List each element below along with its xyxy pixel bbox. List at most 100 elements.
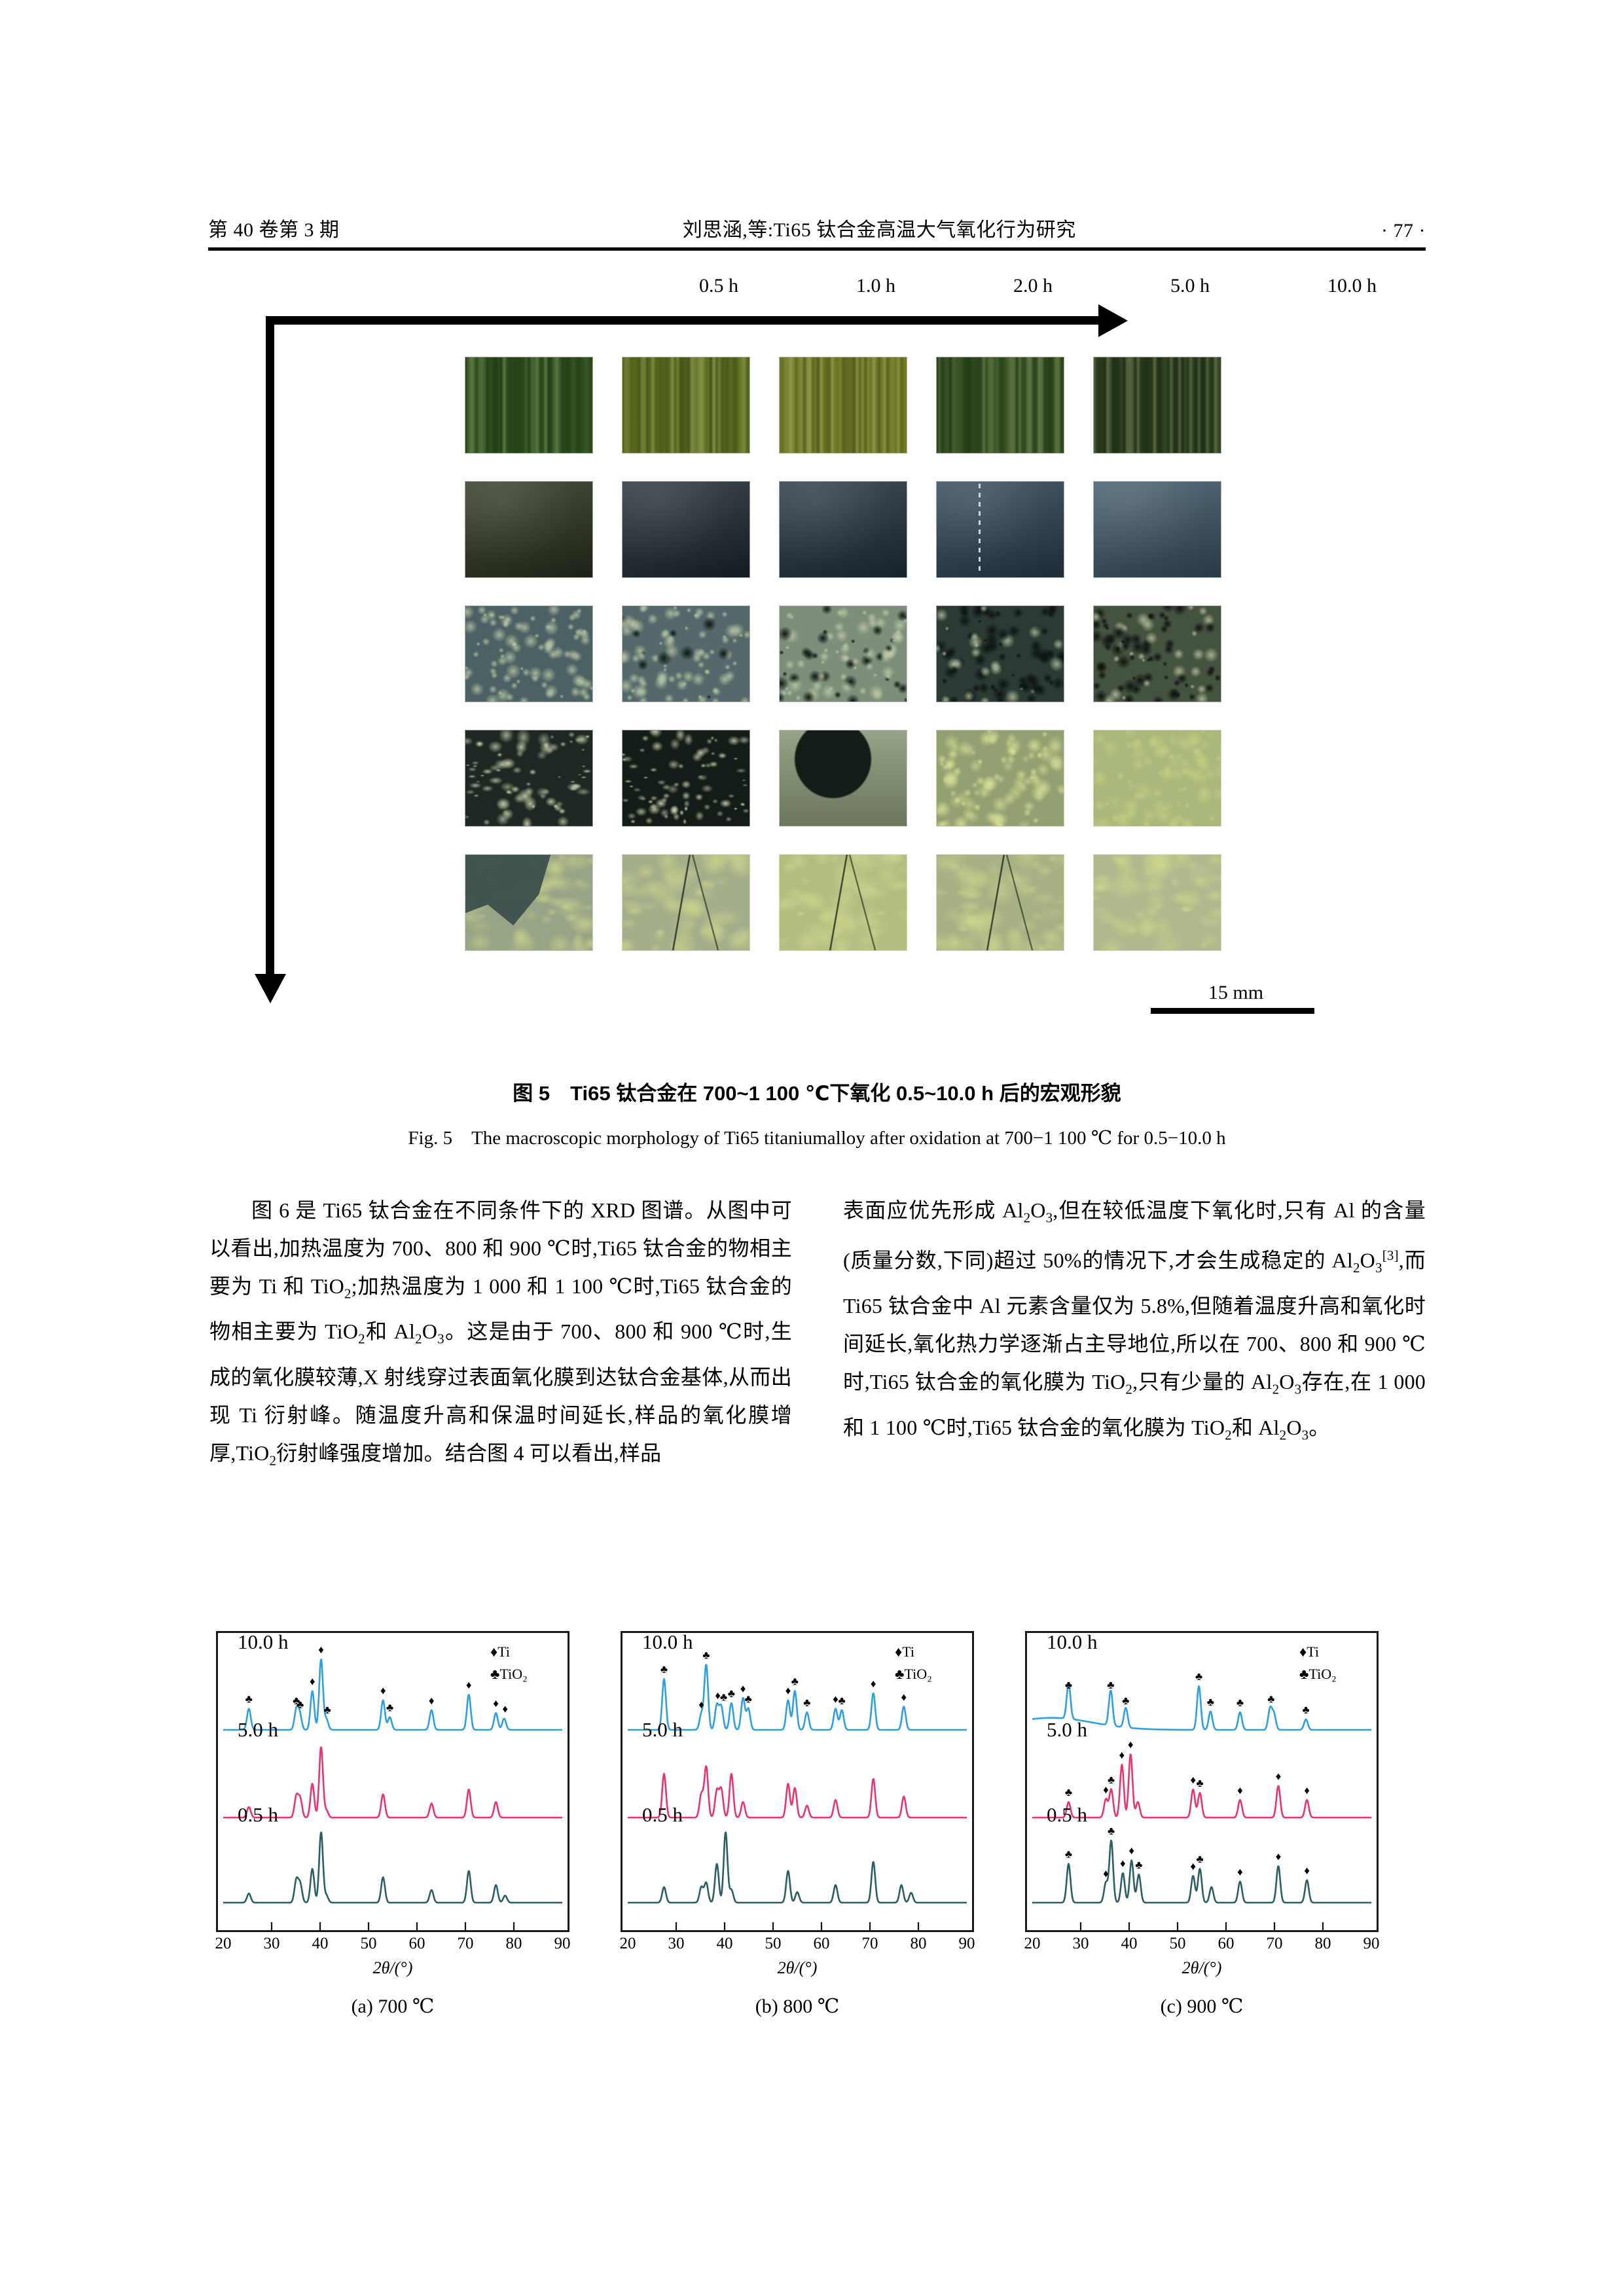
peak-marker-ti: ♦: [1128, 1738, 1134, 1751]
peak-marker-tio2: ♣: [324, 1704, 331, 1716]
sample-photo-r0-c0: [465, 357, 593, 454]
peak-marker-tio2: ♣: [720, 1691, 727, 1703]
legend-entry-0: ♦Ti: [1299, 1643, 1319, 1660]
x-tick-labels-1: 20 30 40 50 60 70 80 90: [619, 1935, 975, 1957]
running-head: 第 40 卷第 3 期 刘思涵,等:Ti65 钛合金高温大气氧化行为研究 · 7…: [208, 203, 1426, 242]
sample-photo-r0-c4: [1093, 357, 1221, 454]
peak-marker-ti: ♦: [1276, 1770, 1282, 1782]
peak-marker-ti: ♦: [871, 1677, 876, 1690]
sample-photo-r2-c0: [465, 605, 593, 702]
xrd-subcaption-1: (b) 800 ℃: [755, 1996, 840, 2017]
time-axis-labels: 0.5 h 1.0 h 2.0 h 5.0 h 10.0 h: [660, 275, 1511, 305]
peak-marker-ti: ♦: [1237, 1866, 1243, 1878]
body-text: 图 6 是 Ti65 钛合金在不同条件下的 XRD 图谱。从图中可以看出,加热温…: [209, 1191, 1427, 1597]
sample-photo-r3-c0: [465, 730, 593, 827]
peak-marker-tio2: ♣: [293, 1695, 300, 1707]
xrd-curve-50h: [223, 1746, 563, 1819]
peak-marker-ti: ♦: [1128, 1844, 1134, 1857]
peak-marker-tio2: ♣: [1267, 1693, 1274, 1706]
xrd-curve-label: 10.0 h: [642, 1633, 693, 1653]
x-tick-label: 20: [619, 1935, 636, 1952]
peak-marker-tio2: ♣: [803, 1696, 810, 1709]
peak-marker-tio2: ♣: [1207, 1696, 1214, 1708]
xrd-curve-100h: [1032, 1682, 1372, 1731]
sample-photo-r3-c3: [936, 730, 1064, 827]
page-number: · 77 ·: [1381, 220, 1426, 242]
peak-marker-tio2: ♣: [245, 1693, 253, 1706]
xrd-curve-label: 10.0 h: [1047, 1633, 1098, 1653]
xrd-plot-area-2: 10.0 h ♣ ♣ ♣ ♣ ♣ ♣ ♣ ♣ 5.0 h ♣ ♦ ♣ ♦ ♦ ♦ ♣ ♦ ♦ ♦ 0.5 h ♣ ♦ ♣ ♦ ♦ ♣…: [1025, 1631, 1379, 1932]
x-tick-label: 30: [1072, 1935, 1089, 1952]
peak-marker-tio2: ♣: [791, 1676, 799, 1688]
peak-marker-tio2: ♣: [1303, 1704, 1310, 1716]
sample-photo-r2-c1: [622, 605, 750, 702]
xrd-curve-label: 10.0 h: [238, 1633, 289, 1653]
scale-bar-label: 15 mm: [1208, 982, 1264, 1003]
xrd-curve-50h: [627, 1765, 967, 1819]
figure-5: 0.5 h1.0 h2.0 h5.0 h10.0 h 700 ℃800 ℃900…: [208, 275, 1426, 1047]
figure-5-caption-en: Fig. 5 The macroscopic morphology of Ti6…: [408, 1128, 1226, 1149]
xrd-subcaption-2: (c) 900 ℃: [1160, 1996, 1244, 2017]
x-tick-label: 70: [457, 1935, 474, 1952]
paragraph-right: 表面应优先形成 Al2O3,但在较低温度下氧化时,只有 Al 的含量(质量分数,…: [843, 1198, 1426, 1443]
peak-marker-tio2: ♣: [1107, 1679, 1114, 1691]
peak-marker-tio2: ♣: [745, 1693, 752, 1706]
x-tick-label: 50: [360, 1935, 377, 1952]
x-axis-title-0: 2θ/(°): [372, 1958, 413, 1977]
x-tick-labels-2: 20 30 40 50 60 70 80 90: [1024, 1935, 1380, 1957]
peak-marker-tio2: ♣: [1065, 1679, 1072, 1691]
peak-marker-tio2: ♣: [728, 1687, 735, 1700]
time-label-2: 2.0 h: [1013, 275, 1053, 296]
peak-marker-tio2: ♣: [1108, 1774, 1115, 1786]
peak-marker-ti: ♦: [1119, 1749, 1125, 1761]
time-label-3: 5.0 h: [1170, 275, 1210, 296]
xrd-subcaption-0: (a) 700 ℃: [351, 1996, 435, 2017]
sample-photo-r3-c2: [779, 730, 907, 827]
peak-marker-tio2: ♣: [1236, 1696, 1244, 1709]
sample-photo-r1-c3: [936, 481, 1064, 578]
temperature-axis-arrow-head: [255, 974, 286, 1003]
running-head-title: 刘思涵,等:Ti65 钛合金高温大气氧化行为研究: [682, 219, 1076, 241]
peak-marker-ti: ♦: [466, 1679, 472, 1691]
x-tick-label: 40: [716, 1935, 733, 1952]
x-tick-label: 90: [958, 1935, 975, 1952]
scale-bar-line: [1151, 1008, 1314, 1014]
peak-marker-ti: ♦: [740, 1682, 746, 1695]
sample-photo-r4-c4: [1093, 854, 1221, 951]
xrd-curve-100h: [223, 1659, 563, 1731]
peak-marker-tio2: ♣: [1122, 1695, 1129, 1707]
xrd-curve-05h: [223, 1831, 563, 1904]
peak-marker-ti: ♦: [310, 1676, 316, 1688]
time-axis-arrow-head: [1098, 304, 1128, 337]
sample-photo-r0-c1: [622, 357, 750, 454]
legend-entry-0: ♦Ti: [490, 1643, 510, 1660]
xrd-plot-area-1: 10.0 h ♣ ♦ ♣ ♦ ♣ ♣ ♦ ♣ ♦ ♣ ♣ ♦ ♣ ♦ ♦ 5.0 h 0.5 h ♦Ti ♣TiO₂: [621, 1631, 974, 1932]
peak-marker-ti: ♦: [1190, 1774, 1196, 1786]
time-label-0: 0.5 h: [699, 275, 738, 296]
legend-entry-1: ♣TiO₂: [490, 1666, 528, 1682]
header-divider: [208, 247, 1426, 251]
x-tick-label: 30: [263, 1935, 280, 1952]
sample-photo-r3-c4: [1093, 730, 1221, 827]
xrd-curve-05h: [1032, 1839, 1372, 1904]
legend-entry-1: ♣TiO₂: [1299, 1666, 1337, 1682]
peak-marker-ti: ♦: [429, 1695, 435, 1707]
sample-photo-r1-c0: [465, 481, 593, 578]
sample-photo-r1-c2: [779, 481, 907, 578]
x-axis-title-2: 2θ/(°): [1182, 1958, 1222, 1977]
peak-marker-tio2: ♣: [386, 1702, 393, 1714]
body-column-left: 图 6 是 Ti65 钛合金在不同条件下的 XRD 图谱。从图中可以看出,加热温…: [209, 1191, 792, 1597]
xrd-curve-label: 0.5 h: [238, 1803, 279, 1826]
peak-marker-tio2: ♣: [1196, 1853, 1203, 1865]
xrd-curve-05h: [627, 1831, 967, 1904]
figure-5-caption-cn: 图 5 Ti65 钛合金在 700~1 100 ℃下氧化 0.5~10.0 h …: [513, 1082, 1121, 1105]
x-tick-label: 60: [408, 1935, 425, 1952]
x-tick-label: 40: [312, 1935, 329, 1952]
peak-marker-ti: ♦: [1103, 1867, 1109, 1880]
sample-photo-r3-c1: [622, 730, 750, 827]
xrd-curve-label: 5.0 h: [1047, 1718, 1088, 1741]
x-tick-label: 70: [861, 1935, 878, 1952]
peak-marker-tio2: ♣: [660, 1663, 668, 1676]
peak-marker-ti: ♦: [785, 1685, 791, 1697]
